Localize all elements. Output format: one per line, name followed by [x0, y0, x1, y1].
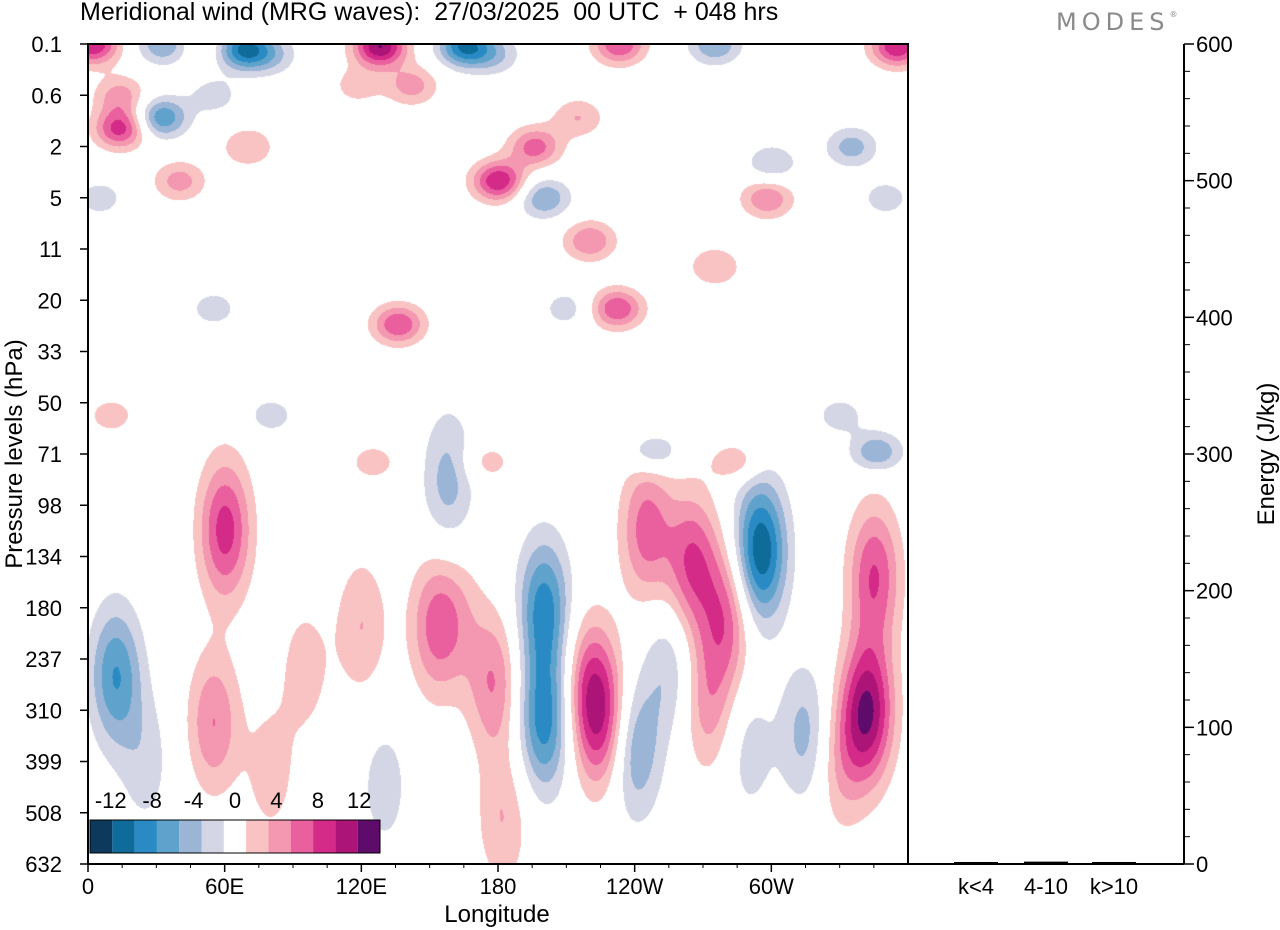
y-tick-label: 180: [25, 596, 62, 621]
y-tick-label: 0.1: [31, 32, 62, 57]
energy-axis-title: Energy (J/kg): [1253, 383, 1280, 526]
brand-logo-text: MODES: [1056, 8, 1170, 36]
contour-fill-image: [88, 44, 908, 864]
y-tick-label: 399: [25, 750, 62, 775]
y-tick-label: 0.6: [31, 83, 62, 108]
energy-bar-panel: 0 100 200 300 400 500 600 k<4 4-10 k>10 Energy (…: [908, 32, 1280, 899]
energy-x-ticks: k<4 4-10 k>10: [958, 874, 1138, 899]
y-tick-label: 508: [25, 801, 62, 826]
y-tick-label: 20: [38, 288, 62, 313]
energy-bar: [1024, 861, 1068, 864]
energy-tick-label: 0: [1196, 852, 1208, 877]
colorbar-swatch: [156, 820, 180, 853]
energy-category-label: 4-10: [1024, 874, 1068, 899]
colorbar: -12 -8 -4 0 4 8 12: [89, 788, 381, 854]
energy-tick-label: 500: [1196, 169, 1233, 194]
brand-registered-mark: ®: [1169, 10, 1178, 19]
y-tick-label: 11: [39, 237, 62, 262]
energy-bars: [954, 861, 1136, 864]
colorbar-swatch: [179, 820, 202, 853]
energy-category-label: k<4: [958, 874, 994, 899]
energy-tick-label: 300: [1196, 442, 1233, 467]
y-tick-label: 5: [50, 186, 62, 211]
colorbar-label: -4: [184, 788, 204, 813]
colorbar-label: 4: [270, 788, 282, 813]
x-axis-title: Longitude: [444, 901, 549, 928]
x-tick-label: 60E: [205, 874, 244, 899]
energy-bar: [954, 862, 998, 864]
colorbar-swatch: [357, 820, 380, 853]
y-tick-label: 632: [25, 852, 62, 877]
y-tick-label: 237: [25, 647, 62, 672]
energy-y-ticks: 0 100 200 300 400 500 600: [1184, 32, 1233, 877]
energy-tick-label: 100: [1196, 715, 1233, 740]
colorbar-swatch: [335, 820, 358, 853]
colorbar-swatch: [90, 820, 113, 853]
x-tick-label: 180: [480, 874, 517, 899]
colorbar-label: 12: [347, 788, 371, 813]
energy-tick-label: 600: [1196, 32, 1233, 57]
energy-category-label: k>10: [1090, 874, 1138, 899]
x-axis: 0 60E 120E 180 120W 60W: [82, 864, 875, 899]
contour-fill-layer: [88, 44, 908, 864]
y-tick-label: 134: [25, 545, 62, 570]
colorbar-swatch: [313, 820, 336, 853]
x-tick-label: 120W: [606, 874, 664, 899]
y-tick-label: 98: [38, 493, 62, 518]
y-tick-label: 310: [25, 698, 62, 723]
colorbar-frame: [89, 819, 381, 854]
y-axis: 0.1 0.6 2 5 11 20 33 50 71 98 134 180 237 310 399 508 63…: [25, 32, 88, 877]
y-tick-label: 2: [50, 135, 62, 160]
colorbar-swatch: [134, 820, 157, 853]
y-tick-label: 50: [38, 391, 62, 416]
x-tick-label: 120E: [336, 874, 387, 899]
colorbar-label: -8: [142, 788, 162, 813]
energy-tick-label: 200: [1196, 579, 1233, 604]
y-axis-title: Pressure levels (hPa): [1, 339, 28, 568]
colorbar-swatch: [223, 820, 247, 853]
energy-tick-label: 400: [1196, 305, 1233, 330]
colorbar-swatch: [201, 820, 224, 853]
x-tick-label: 0: [82, 874, 94, 899]
colorbar-label: 8: [312, 788, 324, 813]
colorbar-swatch: [246, 820, 269, 853]
y-tick-label: 33: [38, 340, 62, 365]
colorbar-swatch: [290, 820, 314, 853]
y-tick-label: 71: [38, 442, 62, 467]
colorbar-swatch: [268, 820, 291, 853]
energy-bar: [1092, 862, 1136, 864]
page-title: Meridional wind (MRG waves): 27/03/2025 …: [80, 0, 779, 26]
colorbar-swatch: [112, 820, 135, 853]
x-tick-label: 60W: [749, 874, 794, 899]
heatmap-plot-area: -12 -8 -4 0 4 8 12: [87, 43, 909, 865]
colorbar-label: -12: [95, 788, 127, 813]
colorbar-label: 0: [229, 788, 241, 813]
brand-logo: MODES®: [1056, 8, 1177, 36]
